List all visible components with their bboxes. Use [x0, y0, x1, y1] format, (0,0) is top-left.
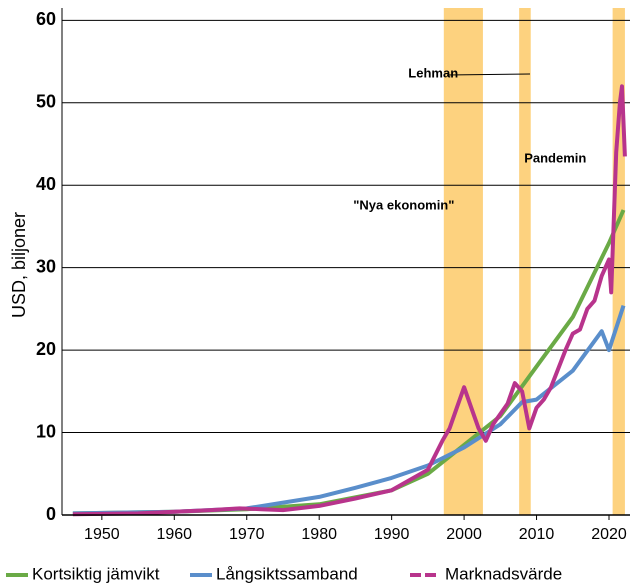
shaded-period — [612, 8, 625, 515]
annotation: "Nya ekonomin" — [353, 197, 454, 212]
legend-label: Kortsiktig jämvikt — [32, 564, 160, 583]
x-tick-label: 1980 — [301, 526, 337, 543]
y-axis-label: USD, biljoner — [9, 212, 29, 318]
y-tick-label: 60 — [36, 9, 56, 29]
x-tick-label: 1970 — [229, 526, 265, 543]
x-tick-label: 2000 — [446, 526, 482, 543]
y-tick-label: 0 — [46, 504, 56, 524]
y-tick-label: 50 — [36, 92, 56, 112]
legend-label: Marknadsvärde — [445, 564, 562, 583]
y-tick-label: 40 — [36, 174, 56, 194]
shaded-period — [519, 8, 531, 515]
annotation: Lehman — [408, 65, 458, 80]
y-tick-label: 30 — [36, 256, 56, 276]
x-tick-label: 2020 — [591, 526, 627, 543]
y-tick-label: 10 — [36, 421, 56, 441]
x-tick-label: 1950 — [84, 526, 120, 543]
annotation-connector — [446, 73, 531, 76]
series-line — [72, 84, 627, 517]
series-line — [72, 304, 626, 516]
x-tick-label: 1960 — [156, 526, 192, 543]
x-tick-label: 1990 — [374, 526, 410, 543]
y-tick-label: 20 — [36, 339, 56, 359]
legend-label: Långsiktssamband — [216, 564, 358, 583]
annotation: Pandemin — [524, 150, 586, 165]
x-tick-label: 2010 — [519, 526, 555, 543]
series-line — [72, 209, 626, 516]
